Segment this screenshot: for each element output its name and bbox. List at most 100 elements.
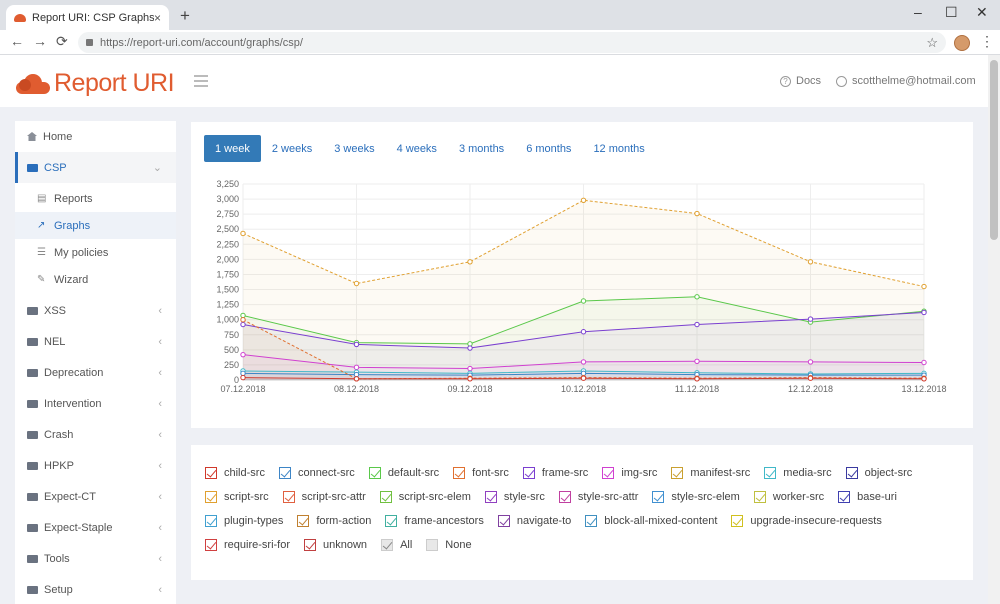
address-bar[interactable]: https://report-uri.com/account/graphs/cs… [78,32,946,53]
legend-item-navigate-to[interactable]: navigate-to [497,515,571,527]
data-point-frame-src[interactable] [807,316,814,322]
checkbox-checked-icon[interactable] [385,515,398,527]
legend-item-manifest-src[interactable]: manifest-src [671,467,750,479]
checkbox-checked-icon[interactable] [282,491,295,503]
docs-link[interactable]: ? Docs [780,75,821,87]
legend-item-style-src[interactable]: style-src [484,491,545,503]
data-point-child-src[interactable] [694,376,700,382]
legend-item-img-src[interactable]: img-src [602,467,657,479]
close-window-button[interactable]: ✕ [976,4,988,20]
data-point-img-src[interactable] [921,359,927,366]
checkbox-checked-icon[interactable] [731,515,744,527]
checkbox-checked-icon[interactable] [497,515,510,527]
sidebar-item-crash[interactable]: Crash ‹ [15,419,176,450]
url-text[interactable]: https://report-uri.com/account/graphs/cs… [100,36,303,49]
checkbox-checked-icon[interactable] [838,491,851,503]
range-tab-6-months[interactable]: 6 months [526,142,572,155]
checkbox-checked-icon[interactable] [453,467,466,479]
checkbox-checked-icon[interactable] [205,491,217,503]
legend-item-unknown[interactable]: unknown [304,539,367,551]
data-point-font-src[interactable] [240,316,246,323]
browser-tab[interactable]: Report URI: CSP Graphs × [6,5,169,30]
data-point-manifest-src[interactable] [467,259,473,265]
data-point-frame-src[interactable] [580,329,587,335]
sidebar-item-nel[interactable]: NEL ‹ [15,326,176,357]
data-point-img-src[interactable] [353,364,360,371]
sidebar-item-setup[interactable]: Setup ‹ [15,574,176,604]
sidebar-item-deprecation[interactable]: Deprecation ‹ [15,357,176,388]
checkbox-checked-icon[interactable] [652,491,665,503]
checkbox-checked-icon[interactable] [278,467,291,479]
hamburger-menu-icon[interactable] [194,75,208,90]
range-tab-4-weeks[interactable]: 4 weeks [396,142,437,155]
checkbox-checked-icon[interactable] [602,467,615,479]
legend-item-font-src[interactable]: font-src [453,467,509,479]
legend-item-media-src[interactable]: media-src [764,467,832,479]
legend-item-frame-ancestors[interactable]: frame-ancestors [385,515,484,527]
legend-item-base-uri[interactable]: base-uri [838,491,897,503]
profile-avatar[interactable] [954,35,970,51]
legend-item-require-sri-for[interactable]: require-sri-for [205,539,290,551]
legend-item-connect-src[interactable]: connect-src [278,467,355,479]
data-point-img-src[interactable] [240,351,246,358]
data-point-img-src[interactable] [694,358,700,365]
data-point-child-src[interactable] [921,376,927,382]
checkbox-checked-icon[interactable] [522,467,535,479]
data-point-child-src[interactable] [580,375,587,381]
back-button[interactable]: ← [10,33,24,49]
legend-item-script-src-elem[interactable]: script-src-elem [379,491,471,503]
range-tab-3-weeks[interactable]: 3 weeks [334,142,375,155]
sidebar-subitem-wizard[interactable]: ✎ Wizard [15,266,176,293]
data-point-frame-src[interactable] [921,309,927,316]
data-point-frame-src[interactable] [694,321,700,328]
data-point-img-src[interactable] [807,359,814,365]
checkbox-checked-icon[interactable] [368,467,381,479]
checkbox-checked-icon[interactable] [205,515,217,527]
data-point-manifest-src[interactable] [353,280,360,287]
data-point-frame-src[interactable] [467,345,473,351]
data-point-img-src[interactable] [467,365,473,372]
legend-item-object-src[interactable]: object-src [845,467,912,479]
legend-item-script-src-attr[interactable]: script-src-attr [282,491,366,503]
data-point-frame-src[interactable] [240,321,246,328]
data-point-child-src[interactable] [240,374,246,381]
data-point-child-src[interactable] [353,376,360,382]
sidebar-item-intervention[interactable]: Intervention ‹ [15,388,176,419]
data-point-manifest-src[interactable] [921,283,927,290]
sidebar-subitem-graphs[interactable]: ↗ Graphs [15,212,176,239]
legend-item-form-action[interactable]: form-action [297,515,371,527]
data-point-manifest-src[interactable] [694,210,700,217]
legend-item-upgrade-insecure-requests[interactable]: upgrade-insecure-requests [731,515,882,527]
sidebar-item-hpkp[interactable]: HPKP ‹ [15,450,176,481]
checkbox-checked-icon[interactable] [297,515,310,527]
data-point-child-src[interactable] [807,375,814,381]
sidebar-subitem-reports[interactable]: ▤ Reports [15,185,176,212]
select-none-toggle[interactable]: None [426,539,472,551]
checkbox-checked-icon[interactable] [379,491,392,503]
checkbox-checked-icon[interactable] [558,491,571,503]
checkbox-checked-icon[interactable] [764,467,777,479]
legend-item-plugin-types[interactable]: plugin-types [205,515,283,527]
checkbox-checked-icon[interactable] [484,491,497,503]
legend-item-block-all-mixed-content[interactable]: block-all-mixed-content [585,515,717,527]
legend-item-script-src[interactable]: script-src [205,491,269,503]
sidebar-item-tools[interactable]: Tools ‹ [15,543,176,574]
legend-item-frame-src[interactable]: frame-src [522,467,588,479]
range-tab-2-weeks[interactable]: 2 weeks [271,142,313,155]
legend-item-child-src[interactable]: child-src [205,467,265,479]
close-tab-icon[interactable]: × [153,10,161,25]
data-point-frame-src[interactable] [353,341,360,348]
checkbox-checked-icon[interactable] [845,467,858,479]
data-point-manifest-src[interactable] [580,197,587,203]
new-tab-button[interactable]: + [180,6,190,25]
checkbox-checked-icon[interactable] [753,491,766,503]
data-point-default-src[interactable] [580,298,587,304]
checkbox-checked-icon[interactable] [585,515,598,527]
checkbox-checked-icon[interactable] [304,539,317,551]
data-point-default-src[interactable] [694,294,700,300]
user-account-link[interactable]: scotthelme@hotmail.com [836,75,976,87]
sidebar-item-expect-staple[interactable]: Expect-Staple ‹ [15,512,176,543]
browser-menu-icon[interactable]: ⋮ [980,33,994,49]
data-point-manifest-src[interactable] [240,230,246,237]
legend-item-default-src[interactable]: default-src [368,467,439,479]
